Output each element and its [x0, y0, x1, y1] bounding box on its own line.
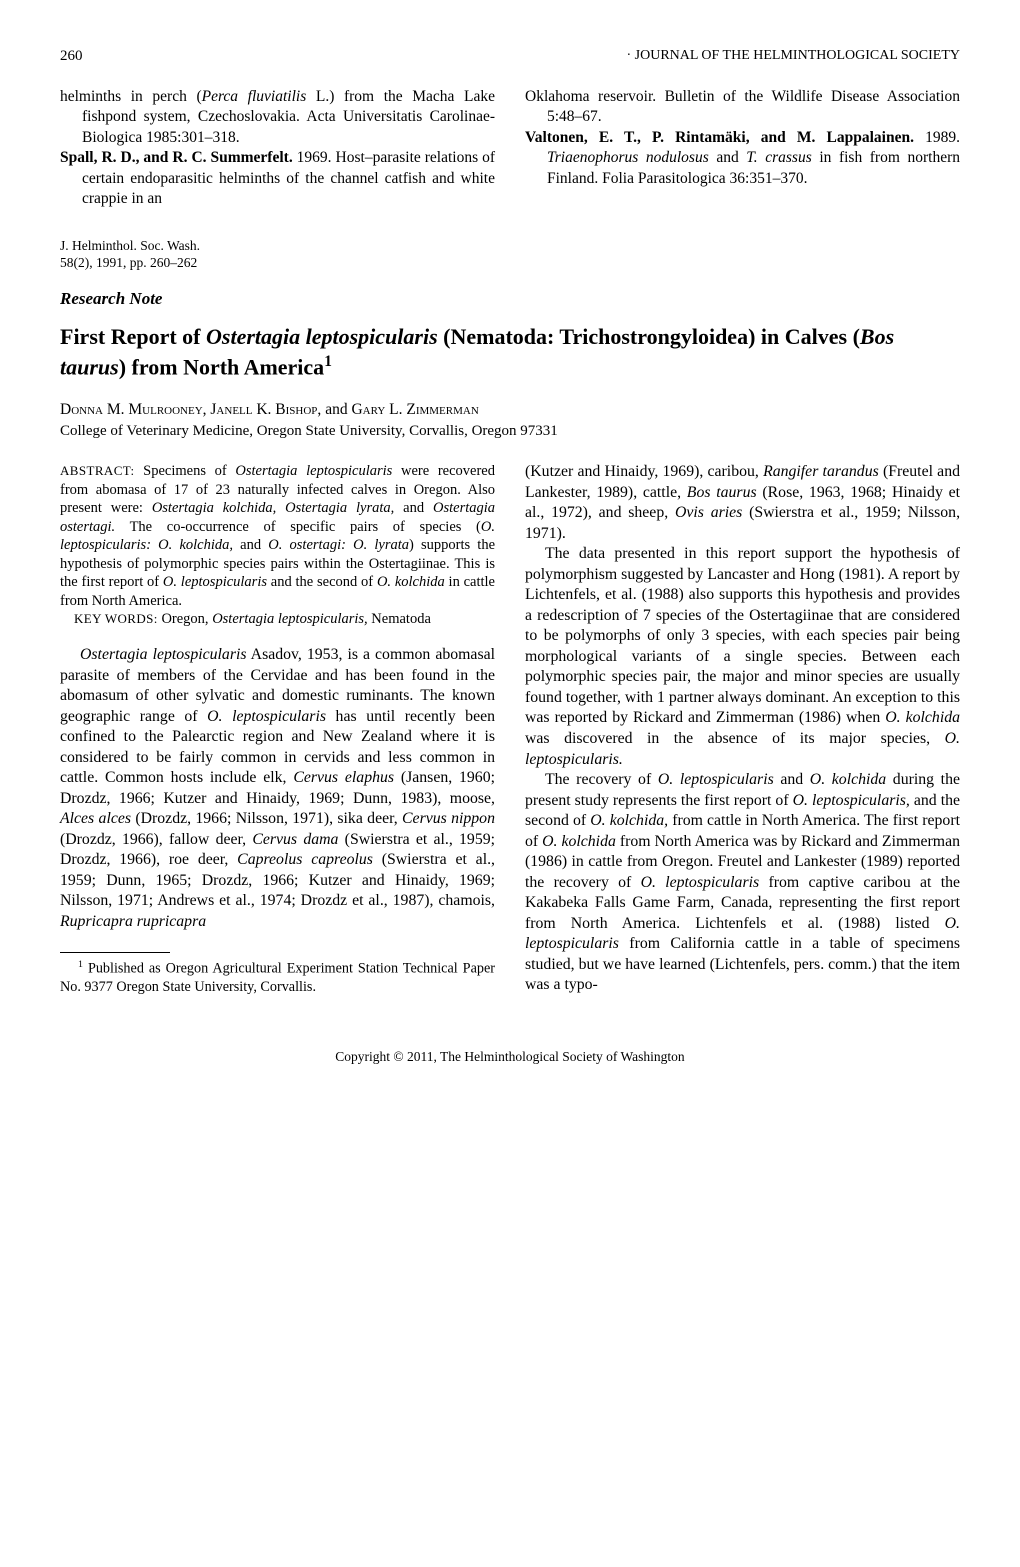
reference-entry: Oklahoma reservoir. Bulletin of the Wild…: [525, 87, 960, 128]
reference-entry: helminths in perch (Perca fluviatilis L.…: [60, 87, 495, 148]
reference-entry: Spall, R. D., and R. C. Summerfelt. 1969…: [60, 148, 495, 209]
body-paragraph: The recovery of O. leptospicularis and O…: [525, 770, 960, 996]
body-paragraph: Ostertagia leptospicularis Asadov, 1953,…: [60, 645, 495, 932]
abstract-text: ABSTRACT: Specimens of Ostertagia leptos…: [60, 462, 495, 610]
footnote-rule: [60, 952, 170, 953]
footnote: 1 Published as Oregon Agricultural Exper…: [60, 959, 495, 996]
body-two-column: ABSTRACT: Specimens of Ostertagia leptos…: [60, 462, 960, 997]
top-refs-right-col: Oklahoma reservoir. Bulletin of the Wild…: [525, 87, 960, 210]
running-header: 260 · JOURNAL OF THE HELMINTHOLOGICAL SO…: [60, 48, 960, 65]
reference-entry: Valtonen, E. T., P. Rintamäki, and M. La…: [525, 128, 960, 189]
abstract-block: ABSTRACT: Specimens of Ostertagia leptos…: [60, 462, 495, 629]
authors-line: Donna M. Mulrooney, Janell K. Bishop, an…: [60, 401, 960, 419]
copyright-line: Copyright © 2011, The Helminthological S…: [60, 1049, 960, 1065]
top-references-block: helminths in perch (Perca fluviatilis L.…: [60, 87, 960, 210]
journal-meta-line1: J. Helminthol. Soc. Wash.: [60, 238, 960, 255]
top-refs-left-col: helminths in perch (Perca fluviatilis L.…: [60, 87, 495, 210]
left-body-text: Ostertagia leptospicularis Asadov, 1953,…: [60, 645, 495, 932]
journal-meta: J. Helminthol. Soc. Wash. 58(2), 1991, p…: [60, 238, 960, 272]
journal-meta-line2: 58(2), 1991, pp. 260–262: [60, 255, 960, 272]
journal-name: · JOURNAL OF THE HELMINTHOLOGICAL SOCIET…: [626, 48, 960, 65]
keywords-text: KEY WORDS: Oregon, Ostertagia leptospicu…: [60, 610, 495, 629]
body-paragraph: The data presented in this report suppor…: [525, 544, 960, 770]
body-paragraph: (Kutzer and Hinaidy, 1969), caribou, Ran…: [525, 462, 960, 544]
affiliation: College of Veterinary Medicine, Oregon S…: [60, 423, 960, 440]
page-number: 260: [60, 48, 83, 65]
body-left-column: ABSTRACT: Specimens of Ostertagia leptos…: [60, 462, 495, 997]
article-title: First Report of Ostertagia leptospicular…: [60, 323, 960, 381]
section-label: Research Note: [60, 289, 960, 309]
body-right-column: (Kutzer and Hinaidy, 1969), caribou, Ran…: [525, 462, 960, 997]
